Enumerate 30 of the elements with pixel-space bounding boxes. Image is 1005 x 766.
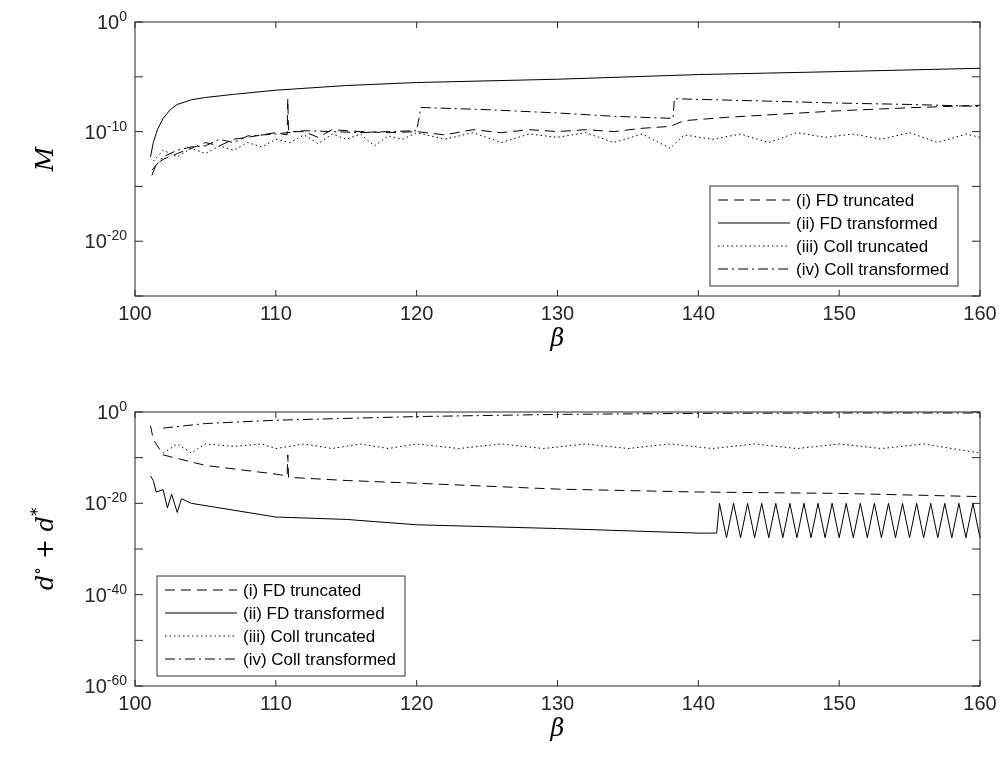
legend-label: (iii) Coll truncated [243,627,376,646]
y-tick-label: 10$^{-40}$ [84,580,128,606]
x-tick-label: 130 [540,692,575,714]
x-tick-label: 140 [681,302,716,324]
x-tick-label: 110 [259,302,292,324]
y-tick-label: 10$^{0}$ [96,8,128,33]
y-tick-label: 10$^{-20}$ [84,489,128,515]
legend-label: (i) FD truncated [796,191,915,210]
legend-label: (iv) Coll transformed [243,650,397,669]
x-axis-title: β [549,324,565,352]
x-tick-label: 150 [822,692,856,714]
x-tick-label: 120 [399,302,434,324]
legend-label: (i) FD truncated [243,581,362,600]
x-tick-label: 150 [822,302,856,324]
y-tick-label: 10$^{-10}$ [84,117,128,143]
x-axis-title: β [549,714,565,742]
legend-label: (ii) FD transformed [796,214,938,233]
legend-label: (iv) Coll transformed [796,260,950,279]
x-tick-label: 120 [399,692,434,714]
x-tick-label: 160 [963,302,997,324]
x-tick-label: 130 [540,302,575,324]
x-tick-label: 100 [118,302,152,324]
legend-label: (iii) Coll truncated [796,237,929,256]
x-tick-label: 110 [259,692,292,714]
x-tick-label: 160 [963,692,997,714]
x-tick-label: 140 [681,692,716,714]
y-axis-title: M [31,145,59,173]
legend-label: (ii) FD transformed [243,604,385,623]
y-tick-label: 10$^{-20}$ [84,227,128,253]
y-tick-label: 10$^{0}$ [96,398,128,423]
